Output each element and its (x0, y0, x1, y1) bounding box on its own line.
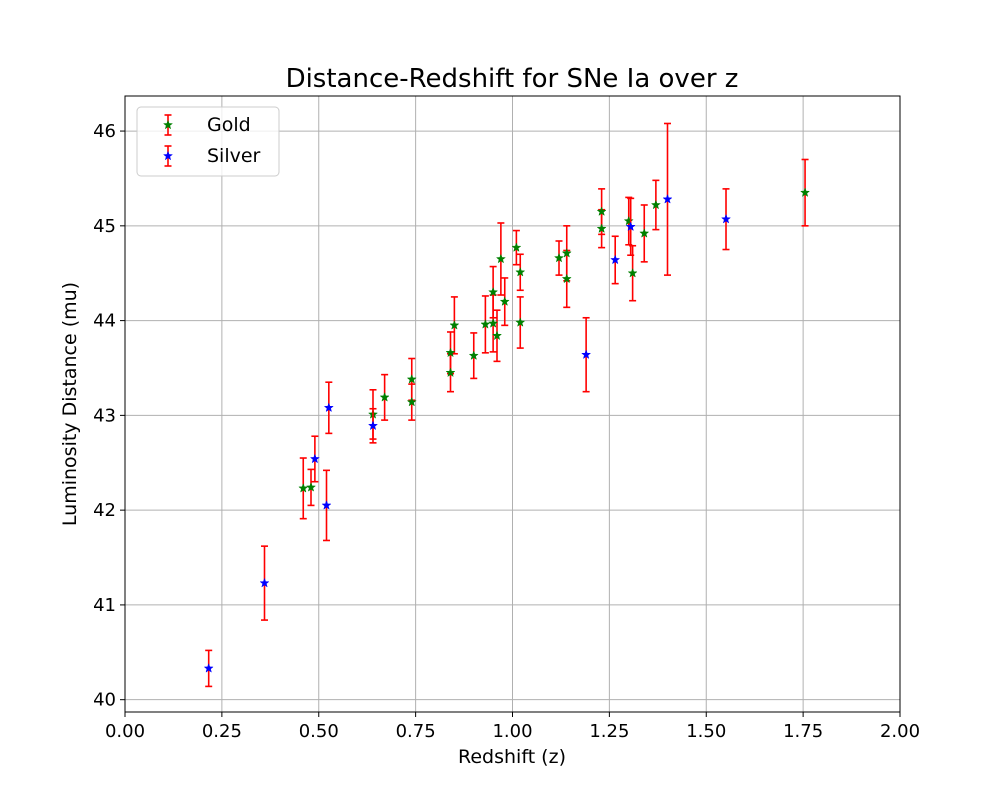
silver-point (203, 663, 214, 673)
series-silver (203, 122, 732, 688)
legend-label-gold: Gold (207, 114, 251, 136)
silver-point (321, 500, 332, 510)
gold-point (596, 223, 607, 233)
y-tick-label: 42 (93, 500, 116, 521)
x-tick-label: 1.25 (589, 721, 629, 742)
x-axis-label: Redshift (z) (458, 746, 566, 768)
gold-point (488, 318, 499, 328)
gold-point (511, 242, 522, 252)
silver-point (720, 213, 732, 224)
legend-box (136, 106, 280, 177)
gold-point (561, 273, 572, 284)
y-tick-label: 44 (93, 311, 116, 332)
gold-point (468, 350, 479, 360)
silver-point (581, 349, 592, 360)
gold-point (491, 330, 503, 341)
legend-marker-gold (162, 119, 174, 130)
x-tick-label: 0.25 (202, 721, 242, 742)
gold-point (495, 253, 506, 264)
x-tick-label: 1.00 (492, 721, 532, 742)
x-axis-ticks: 0.00 0.25 0.50 0.75 1.00 1.25 1.50 1.75 2.00 (105, 712, 920, 742)
silver-point (309, 453, 320, 464)
gold-point (623, 215, 634, 226)
x-tick-label: 1.75 (783, 721, 823, 742)
x-tick-label: 2.00 (880, 721, 920, 742)
y-tick-label: 40 (93, 690, 116, 711)
plot-frame (124, 95, 901, 713)
gold-point (406, 374, 417, 384)
silver-point (259, 577, 270, 588)
y-tick-label: 43 (93, 405, 116, 426)
gold-point (488, 286, 499, 297)
gold-point (445, 347, 456, 358)
x-tick-label: 1.50 (686, 721, 726, 742)
gold-point (449, 320, 460, 330)
y-tick-label: 41 (93, 595, 116, 616)
data-points (203, 122, 811, 688)
gold-point (799, 187, 811, 197)
gold-point (406, 396, 417, 407)
silver-point (323, 402, 334, 413)
gold-point (480, 319, 491, 329)
silver-point (610, 254, 621, 265)
gold-point (499, 296, 510, 306)
silver-point (662, 193, 673, 204)
chart-title: Distance-Redshift for SNe Ia over z (286, 64, 739, 94)
gold-point (561, 247, 572, 258)
gold-point (445, 367, 456, 378)
gold-point (515, 266, 526, 277)
gold-point (379, 392, 390, 402)
silver-point (367, 420, 379, 431)
x-tick-label: 0.50 (299, 721, 339, 742)
gold-point (305, 482, 317, 492)
gold-point (553, 252, 565, 263)
y-tick-label: 45 (93, 216, 116, 237)
x-tick-label: 0.00 (105, 721, 145, 742)
gold-point (650, 199, 661, 210)
legend: Gold Silver (136, 106, 280, 177)
gold-point (627, 267, 638, 278)
gold-point (596, 206, 607, 216)
y-axis-ticks: 40 41 42 43 44 45 46 (93, 121, 125, 711)
gold-point (515, 317, 526, 327)
gold-point (298, 483, 309, 493)
x-tick-label: 0.75 (396, 721, 436, 742)
legend-label-silver: Silver (207, 145, 261, 167)
gold-point (639, 228, 650, 238)
silver-point (625, 221, 636, 232)
y-tick-label: 46 (93, 121, 116, 142)
y-axis-label: Luminosity Distance (mu) (59, 282, 81, 526)
legend-marker-silver (162, 150, 174, 161)
